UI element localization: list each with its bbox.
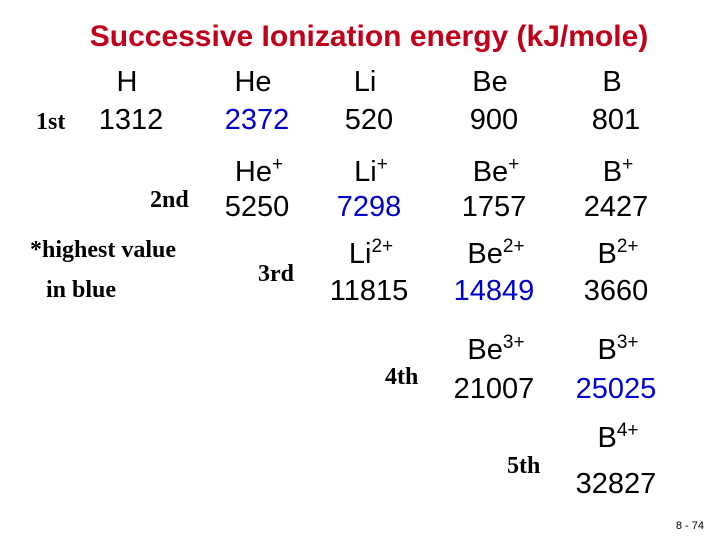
species-symbol: B [597,422,617,454]
species-he-1st: He [234,68,271,97]
charge-superscript: + [508,154,520,175]
species-symbol: He [234,66,272,98]
charge-superscript: 2+ [371,236,394,257]
species-li-3rd: Li2+ [348,237,393,270]
note-line-2: in blue [46,277,117,303]
species-symbol: H [116,66,138,98]
species-b-2nd: B+ [602,155,633,188]
species-symbol: Be [467,334,503,366]
species-be-2nd: Be+ [472,155,520,188]
charge-superscript: + [271,154,284,175]
energy-value-he-1st: 2372 [224,104,290,136]
slide-title: Successive Ionization energy (kJ/mole) [89,20,649,53]
species-symbol: Li [353,66,377,98]
energy-value-h-1st: 1312 [98,104,164,136]
species-b-1st: B [602,68,621,97]
species-be-3rd: Be2+ [467,237,524,270]
species-symbol: Li [348,238,372,270]
energy-value-b-1st: 801 [591,104,641,136]
species-li-2nd: Li+ [354,155,388,188]
species-b-4th: B3+ [597,333,638,366]
energy-value-li-2nd: 7298 [336,191,402,223]
species-symbol: Li [354,156,377,188]
energy-value-be-3rd: 14849 [453,275,535,307]
species-symbol: Be [472,156,509,188]
species-li-1st: Li [354,68,377,97]
species-he-2nd: He+ [234,155,283,188]
charge-superscript: 2+ [616,236,639,257]
species-symbol: B [602,66,622,98]
species-h-1st: H [117,68,138,97]
energy-value-he-2nd: 5250 [224,191,290,223]
species-be-4th: Be3+ [467,333,524,366]
species-b-3rd: B2+ [597,237,638,270]
energy-value-li-3rd: 11815 [329,275,409,307]
ionization-label-4th: 4th [385,364,419,390]
ionization-label-2nd: 2nd [150,187,189,213]
energy-value-be-1st: 900 [469,104,519,136]
species-b-5th: B4+ [597,421,638,454]
charge-superscript: 3+ [616,332,639,353]
species-symbol: He [234,156,272,188]
ionization-label-5th: 5th [507,453,541,479]
species-symbol: Be [467,238,503,270]
charge-superscript: 4+ [616,420,639,441]
charge-superscript: 2+ [502,236,525,257]
energy-value-b-2nd: 2427 [583,191,649,223]
ionization-label-3rd: 3rd [258,261,294,287]
species-symbol: B [602,156,623,188]
slide-number: 8 - 74 [675,520,704,532]
energy-value-b-5th: 32827 [575,468,657,500]
energy-value-be-4th: 21007 [453,373,535,405]
energy-value-b-4th: 25025 [575,373,657,405]
energy-value-b-3rd: 3660 [583,275,649,307]
note-line-1: *highest value [30,237,177,263]
energy-value-be-2nd: 1757 [461,191,527,223]
charge-superscript: + [376,154,388,175]
charge-superscript: + [622,154,634,175]
ionization-label-1st: 1st [36,109,66,135]
species-symbol: B [597,334,617,366]
energy-value-li-1st: 520 [344,104,394,136]
species-symbol: Be [472,66,508,98]
species-symbol: B [597,238,617,270]
charge-superscript: 3+ [502,332,525,353]
species-be-1st: Be [472,68,507,97]
